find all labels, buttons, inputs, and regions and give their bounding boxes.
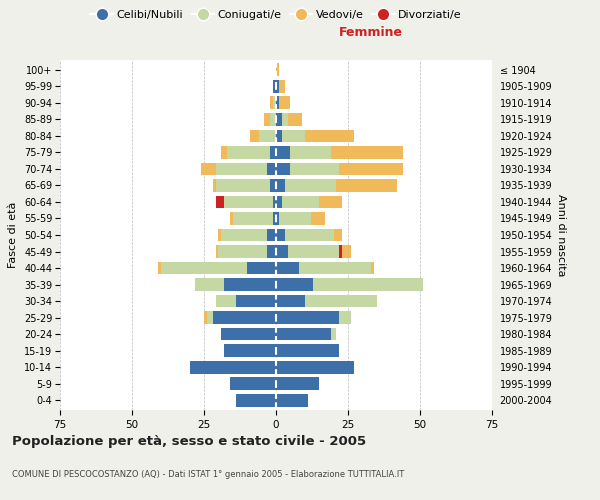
Bar	[196, 278, 224, 291]
Bar	[276, 196, 282, 208]
Bar	[331, 328, 337, 340]
Bar	[268, 245, 276, 258]
Bar	[276, 80, 279, 93]
Bar	[371, 262, 374, 274]
Bar	[233, 212, 273, 225]
Bar	[276, 212, 279, 225]
Bar	[342, 245, 351, 258]
Bar	[276, 294, 305, 308]
Bar	[276, 96, 279, 110]
Bar	[340, 311, 351, 324]
Bar	[276, 64, 279, 76]
Bar	[215, 162, 268, 175]
Bar	[236, 294, 276, 308]
Bar	[340, 245, 342, 258]
Bar	[268, 162, 276, 175]
Bar	[276, 328, 331, 340]
Bar	[273, 96, 276, 110]
Bar	[224, 278, 276, 291]
Bar	[276, 113, 282, 126]
Bar	[279, 212, 311, 225]
Bar	[270, 96, 273, 110]
Bar	[218, 228, 221, 241]
Bar	[204, 311, 207, 324]
Bar	[207, 311, 212, 324]
Bar	[276, 262, 299, 274]
Bar	[284, 228, 334, 241]
Bar	[250, 130, 259, 142]
Bar	[273, 212, 276, 225]
Bar	[284, 179, 337, 192]
Bar	[259, 130, 276, 142]
Bar	[287, 245, 340, 258]
Bar	[215, 294, 236, 308]
Bar	[340, 162, 403, 175]
Bar	[215, 179, 270, 192]
Bar	[224, 196, 273, 208]
Bar	[270, 146, 276, 159]
Text: COMUNE DI PESCOCOSTANZO (AQ) - Dati ISTAT 1° gennaio 2005 - Elaborazione TUTTITA: COMUNE DI PESCOCOSTANZO (AQ) - Dati ISTA…	[12, 470, 404, 479]
Bar	[305, 294, 377, 308]
Bar	[334, 228, 342, 241]
Bar	[276, 162, 290, 175]
Bar	[218, 245, 268, 258]
Bar	[270, 113, 276, 126]
Y-axis label: Anni di nascita: Anni di nascita	[556, 194, 566, 276]
Bar	[230, 212, 233, 225]
Bar	[305, 130, 354, 142]
Bar	[212, 179, 215, 192]
Bar	[270, 179, 276, 192]
Bar	[299, 262, 371, 274]
Bar	[201, 162, 215, 175]
Bar	[158, 262, 161, 274]
Bar	[276, 344, 340, 357]
Bar	[215, 196, 224, 208]
Bar	[212, 311, 276, 324]
Bar	[161, 262, 247, 274]
Bar	[337, 179, 397, 192]
Bar	[276, 146, 290, 159]
Bar	[265, 113, 270, 126]
Bar	[276, 179, 284, 192]
Bar	[273, 80, 276, 93]
Bar	[224, 344, 276, 357]
Bar	[230, 377, 276, 390]
Bar	[276, 130, 282, 142]
Bar	[290, 162, 340, 175]
Bar	[221, 228, 268, 241]
Bar	[236, 394, 276, 406]
Bar	[276, 360, 354, 374]
Text: Femmine: Femmine	[339, 26, 403, 39]
Bar	[313, 278, 423, 291]
Bar	[290, 146, 331, 159]
Bar	[273, 196, 276, 208]
Bar	[319, 196, 342, 208]
Bar	[311, 212, 325, 225]
Bar	[221, 146, 227, 159]
Bar	[227, 146, 270, 159]
Bar	[331, 146, 403, 159]
Bar	[268, 228, 276, 241]
Text: Popolazione per età, sesso e stato civile - 2005: Popolazione per età, sesso e stato civil…	[12, 435, 366, 448]
Bar	[287, 113, 302, 126]
Bar	[190, 360, 276, 374]
Bar	[282, 130, 305, 142]
Bar	[276, 377, 319, 390]
Bar	[276, 278, 313, 291]
Bar	[276, 311, 340, 324]
Bar	[276, 228, 284, 241]
Bar	[282, 113, 287, 126]
Bar	[279, 96, 290, 110]
Y-axis label: Fasce di età: Fasce di età	[8, 202, 19, 268]
Bar	[279, 80, 284, 93]
Bar	[276, 245, 287, 258]
Bar	[247, 262, 276, 274]
Bar	[215, 245, 218, 258]
Bar	[221, 328, 276, 340]
Legend: Celibi/Nubili, Coniugati/e, Vedovi/e, Divorziati/e: Celibi/Nubili, Coniugati/e, Vedovi/e, Di…	[86, 6, 466, 25]
Bar	[282, 196, 319, 208]
Bar	[276, 394, 308, 406]
